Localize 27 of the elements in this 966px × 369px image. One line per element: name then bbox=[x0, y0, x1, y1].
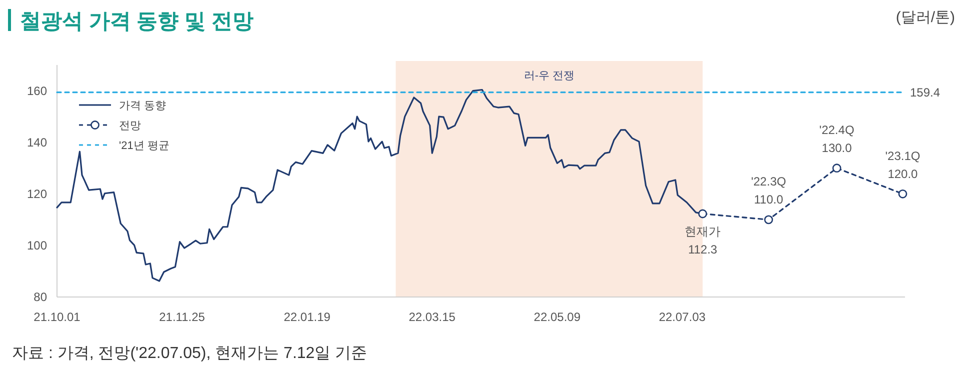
x-tick-label: 22.05.09 bbox=[534, 310, 581, 324]
legend-label: 가격 동향 bbox=[119, 100, 166, 112]
y-tick-label: 140 bbox=[26, 135, 48, 150]
data-label: 110.0 bbox=[754, 192, 784, 207]
text: 자료 : 가격, 전망('22.07.05), 현재가는 7.12일 기준 bbox=[12, 345, 368, 362]
y-tick-label: 160 bbox=[26, 84, 48, 98]
annotation: '22.3Q bbox=[751, 174, 786, 189]
legend-label: '21년 평균 bbox=[119, 140, 170, 152]
y-tick-label: 80 bbox=[34, 290, 48, 304]
annotation: 현재가 bbox=[684, 224, 721, 239]
data-label: 159.4 bbox=[910, 85, 940, 100]
band-label: 러-우 전쟁 bbox=[524, 70, 575, 82]
x-tick-label: 21.10.01 bbox=[34, 310, 81, 324]
data-label: 112.3 bbox=[688, 242, 718, 257]
annotation: '23.1Q bbox=[885, 148, 920, 163]
x-tick-label: 21.11.25 bbox=[159, 310, 206, 324]
y-tick-label: 100 bbox=[26, 238, 48, 252]
y-axis-title: (달러/톤) bbox=[896, 9, 955, 26]
annotation: '22.4Q bbox=[819, 123, 854, 138]
y-tick-label: 120 bbox=[26, 186, 48, 201]
data-label: 130.0 bbox=[822, 141, 852, 156]
x-tick-label: 22.01.19 bbox=[284, 310, 331, 324]
legend-label: 전망 bbox=[119, 120, 141, 132]
chart-title: 철광석 가격 동향 및 전망 bbox=[20, 10, 254, 33]
data-label: 120.0 bbox=[888, 166, 918, 181]
x-tick-label: 22.07.03 bbox=[658, 310, 706, 324]
x-tick-label: 22.03.15 bbox=[408, 310, 456, 324]
